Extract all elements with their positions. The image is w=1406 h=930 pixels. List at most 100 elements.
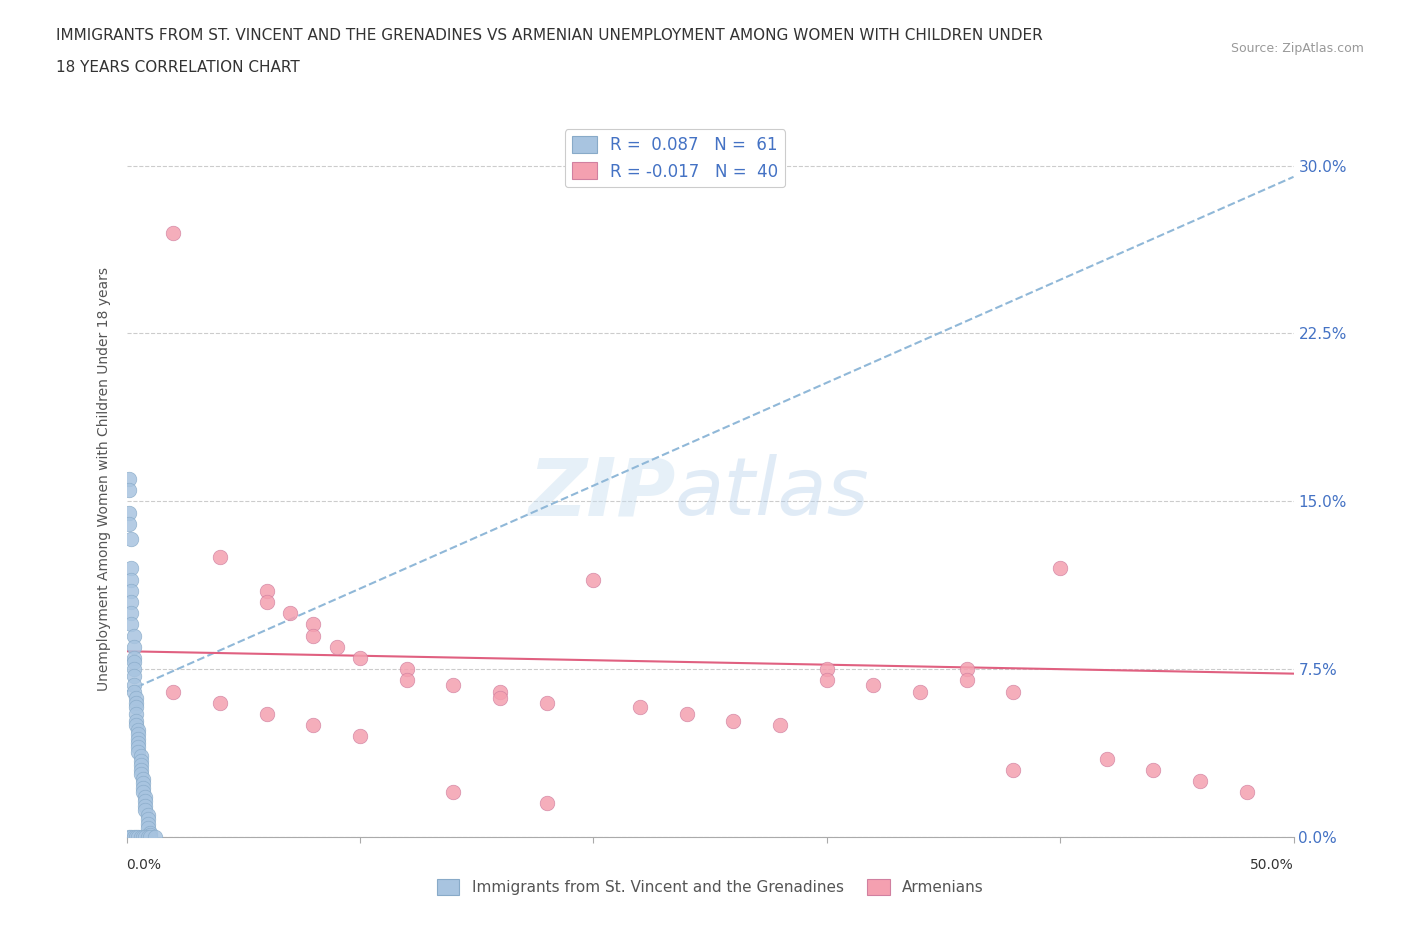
Point (1002, 763, 1025, 777)
Point (395, 662, 418, 677)
Point (134, 830, 156, 844)
Point (120, 594, 142, 609)
Point (125, 830, 148, 844)
Point (815, 662, 838, 677)
Point (582, 572, 605, 587)
Point (302, 628, 325, 643)
Point (162, 225, 184, 240)
Point (134, 794, 156, 809)
Point (125, 707, 148, 722)
Point (132, 830, 155, 844)
Point (536, 796, 558, 811)
Point (120, 561, 142, 576)
Point (136, 830, 159, 844)
Point (723, 713, 745, 728)
Text: 50.0%: 50.0% (1250, 858, 1294, 872)
Point (132, 785, 155, 800)
Text: atlas: atlas (675, 454, 870, 532)
Point (769, 718, 792, 733)
Point (136, 812, 159, 827)
Point (122, 662, 145, 677)
Point (118, 483, 141, 498)
Point (125, 699, 148, 714)
Y-axis label: Unemployment Among Women with Children Under 18 years: Unemployment Among Women with Children U… (97, 267, 111, 691)
Point (120, 617, 142, 631)
Point (122, 628, 145, 643)
Point (134, 798, 156, 813)
Point (143, 830, 166, 844)
Point (134, 803, 156, 817)
Point (127, 722, 149, 737)
Point (956, 662, 979, 677)
Point (278, 605, 301, 620)
Point (441, 785, 464, 800)
Point (127, 731, 149, 746)
Point (118, 505, 141, 520)
Point (395, 673, 418, 688)
Point (1142, 763, 1164, 777)
Point (122, 677, 145, 692)
Point (120, 830, 142, 844)
Point (120, 532, 142, 547)
Point (125, 691, 148, 706)
Point (136, 817, 159, 831)
Text: 18 YEARS CORRELATION CHART: 18 YEARS CORRELATION CHART (56, 60, 299, 75)
Point (136, 820, 159, 835)
Point (132, 780, 155, 795)
Point (118, 830, 141, 844)
Point (349, 651, 371, 666)
Point (125, 696, 148, 711)
Point (129, 830, 152, 844)
Point (129, 758, 152, 773)
Text: IMMIGRANTS FROM ST. VINCENT AND THE GRENADINES VS ARMENIAN UNEMPLOYMENT AMONG WO: IMMIGRANTS FROM ST. VINCENT AND THE GREN… (56, 28, 1043, 43)
Point (908, 684, 931, 699)
Point (129, 763, 152, 777)
Point (628, 699, 651, 714)
Point (139, 825, 162, 840)
Point (1002, 684, 1025, 699)
Point (162, 684, 184, 699)
Point (129, 753, 152, 768)
Point (129, 749, 152, 764)
Point (136, 807, 159, 822)
Point (139, 830, 162, 844)
Point (127, 745, 149, 760)
Point (256, 594, 278, 609)
Point (675, 707, 697, 722)
Point (120, 583, 142, 598)
Text: Source: ZipAtlas.com: Source: ZipAtlas.com (1230, 42, 1364, 55)
Point (125, 713, 148, 728)
Point (139, 828, 162, 843)
Point (122, 639, 145, 654)
Point (536, 696, 558, 711)
Point (118, 472, 141, 486)
Point (122, 655, 145, 670)
Legend: Immigrants from St. Vincent and the Grenadines, Armenians: Immigrants from St. Vincent and the Gren… (430, 872, 990, 901)
Point (129, 767, 152, 782)
Point (118, 516, 141, 531)
Point (208, 696, 231, 711)
Point (132, 776, 155, 790)
Point (349, 729, 371, 744)
Point (134, 790, 156, 804)
Point (122, 684, 145, 699)
Point (256, 583, 278, 598)
Point (256, 707, 278, 722)
Text: 0.0%: 0.0% (127, 858, 162, 872)
Point (122, 651, 145, 666)
Point (127, 726, 149, 741)
Point (1236, 785, 1258, 800)
Point (1095, 751, 1118, 766)
Point (127, 736, 149, 751)
Point (815, 673, 838, 688)
Point (302, 617, 325, 631)
Point (956, 673, 979, 688)
Point (489, 691, 512, 706)
Point (132, 771, 155, 786)
Point (1049, 561, 1071, 576)
Text: ZIP: ZIP (527, 454, 675, 532)
Point (441, 677, 464, 692)
Point (489, 684, 512, 699)
Point (862, 677, 884, 692)
Point (125, 718, 148, 733)
